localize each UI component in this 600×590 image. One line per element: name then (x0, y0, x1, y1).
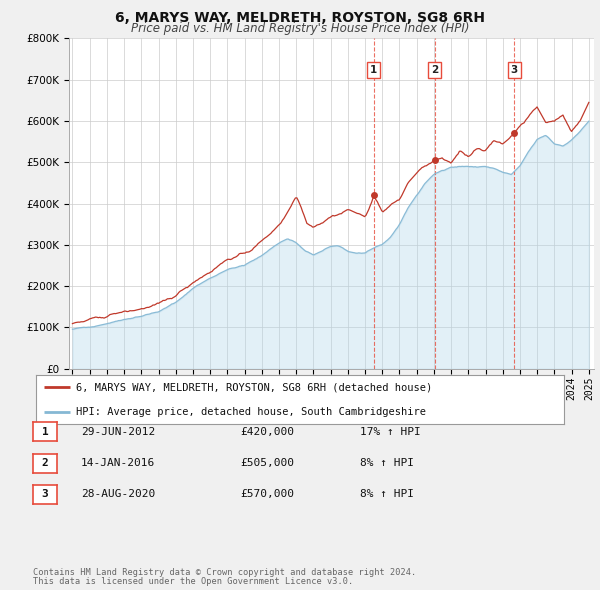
Text: HPI: Average price, detached house, South Cambridgeshire: HPI: Average price, detached house, Sout… (76, 407, 425, 417)
Text: £420,000: £420,000 (240, 427, 294, 437)
Text: 3: 3 (41, 490, 49, 499)
Text: 8% ↑ HPI: 8% ↑ HPI (360, 490, 414, 499)
Text: 3: 3 (511, 65, 518, 75)
Text: 14-JAN-2016: 14-JAN-2016 (81, 458, 155, 468)
Text: Contains HM Land Registry data © Crown copyright and database right 2024.: Contains HM Land Registry data © Crown c… (33, 568, 416, 577)
Text: 8% ↑ HPI: 8% ↑ HPI (360, 458, 414, 468)
Text: 17% ↑ HPI: 17% ↑ HPI (360, 427, 421, 437)
Text: 29-JUN-2012: 29-JUN-2012 (81, 427, 155, 437)
Text: £505,000: £505,000 (240, 458, 294, 468)
Text: This data is licensed under the Open Government Licence v3.0.: This data is licensed under the Open Gov… (33, 578, 353, 586)
Text: 1: 1 (370, 65, 377, 75)
Text: 1: 1 (41, 427, 49, 437)
Text: 2: 2 (41, 458, 49, 468)
Text: £570,000: £570,000 (240, 490, 294, 499)
Text: 2: 2 (431, 65, 438, 75)
Text: 6, MARYS WAY, MELDRETH, ROYSTON, SG8 6RH (detached house): 6, MARYS WAY, MELDRETH, ROYSTON, SG8 6RH… (76, 382, 432, 392)
Text: 6, MARYS WAY, MELDRETH, ROYSTON, SG8 6RH: 6, MARYS WAY, MELDRETH, ROYSTON, SG8 6RH (115, 11, 485, 25)
Text: 28-AUG-2020: 28-AUG-2020 (81, 490, 155, 499)
Text: Price paid vs. HM Land Registry's House Price Index (HPI): Price paid vs. HM Land Registry's House … (131, 22, 469, 35)
